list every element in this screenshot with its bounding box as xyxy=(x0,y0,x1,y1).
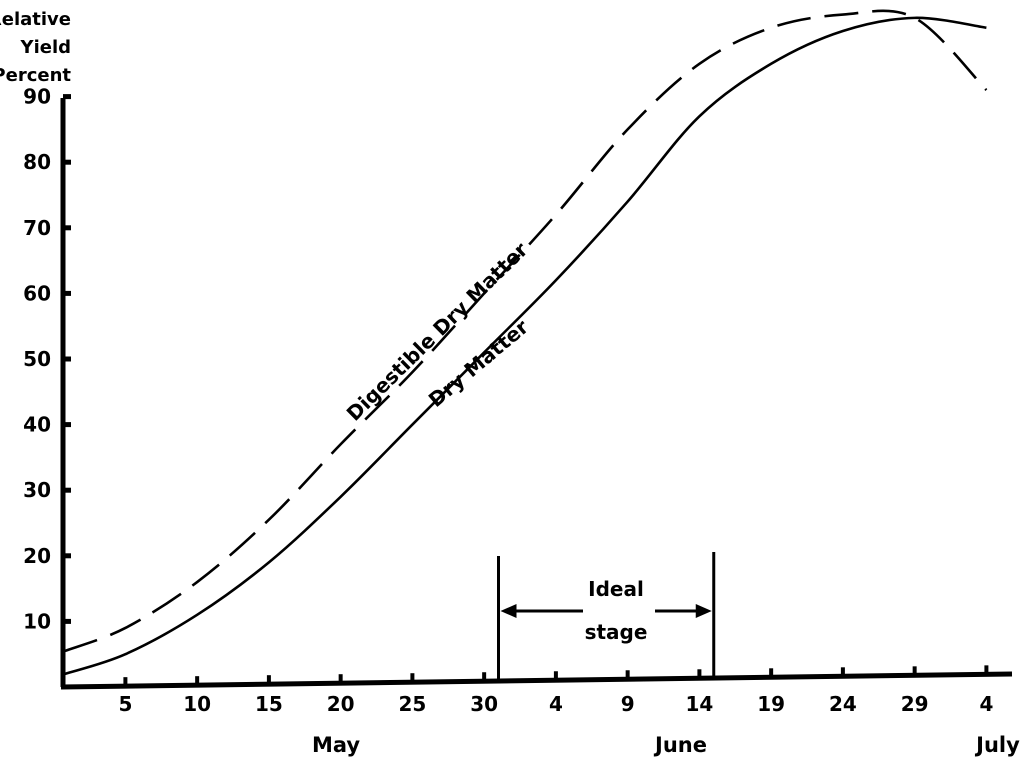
month-label: June xyxy=(653,733,707,757)
ideal-stage-annotation: Ideal stage xyxy=(497,552,716,684)
y-tick-label: 90 xyxy=(23,85,51,109)
x-tick-label: 29 xyxy=(901,692,929,716)
y-tick-label: 20 xyxy=(23,544,51,568)
x-tick-label: 9 xyxy=(621,692,635,716)
month-label: May xyxy=(312,733,360,757)
labels: 10 20 30 40 50 60 70 80 90 Relative Yield Percent 5 1… xyxy=(0,9,1020,757)
x-tick-label: 15 xyxy=(255,692,283,716)
x-axis xyxy=(60,671,1013,690)
y-axis-label: Relative xyxy=(0,9,71,30)
month-label: July xyxy=(974,733,1020,757)
arrowhead-left-icon xyxy=(500,604,517,618)
arrowhead-right-icon xyxy=(695,604,712,618)
axes xyxy=(60,94,1013,690)
y-tick-label: 30 xyxy=(23,478,51,502)
y-tick-label: 40 xyxy=(23,413,51,437)
x-tick-label: 24 xyxy=(829,692,857,716)
y-axis-label: Yield xyxy=(20,37,71,58)
x-tick-label: 30 xyxy=(470,692,498,716)
ideal-stage-label: Ideal xyxy=(588,577,644,601)
y-tick-label: 70 xyxy=(23,216,51,240)
x-tick-label: 20 xyxy=(327,692,355,716)
digestible-dry-matter-line xyxy=(64,9,988,653)
y-tick-label: 50 xyxy=(23,347,51,371)
x-tick-label: 4 xyxy=(549,692,563,716)
y-tick-label: 80 xyxy=(23,150,51,174)
x-tick-label: 25 xyxy=(398,692,426,716)
x-tick-label: 19 xyxy=(757,692,785,716)
ideal-stage-label: stage xyxy=(585,620,648,644)
x-tick-label: 4 xyxy=(979,692,993,716)
y-tick-label: 60 xyxy=(23,281,51,305)
x-tick-label: 10 xyxy=(183,692,211,716)
y-axis-label: Percent xyxy=(0,65,71,86)
curves xyxy=(64,9,988,676)
x-tick-label: 14 xyxy=(685,692,713,716)
x-tick-label: 5 xyxy=(118,692,132,716)
dry-matter-line xyxy=(64,16,987,676)
y-tick-label: 10 xyxy=(23,609,51,633)
